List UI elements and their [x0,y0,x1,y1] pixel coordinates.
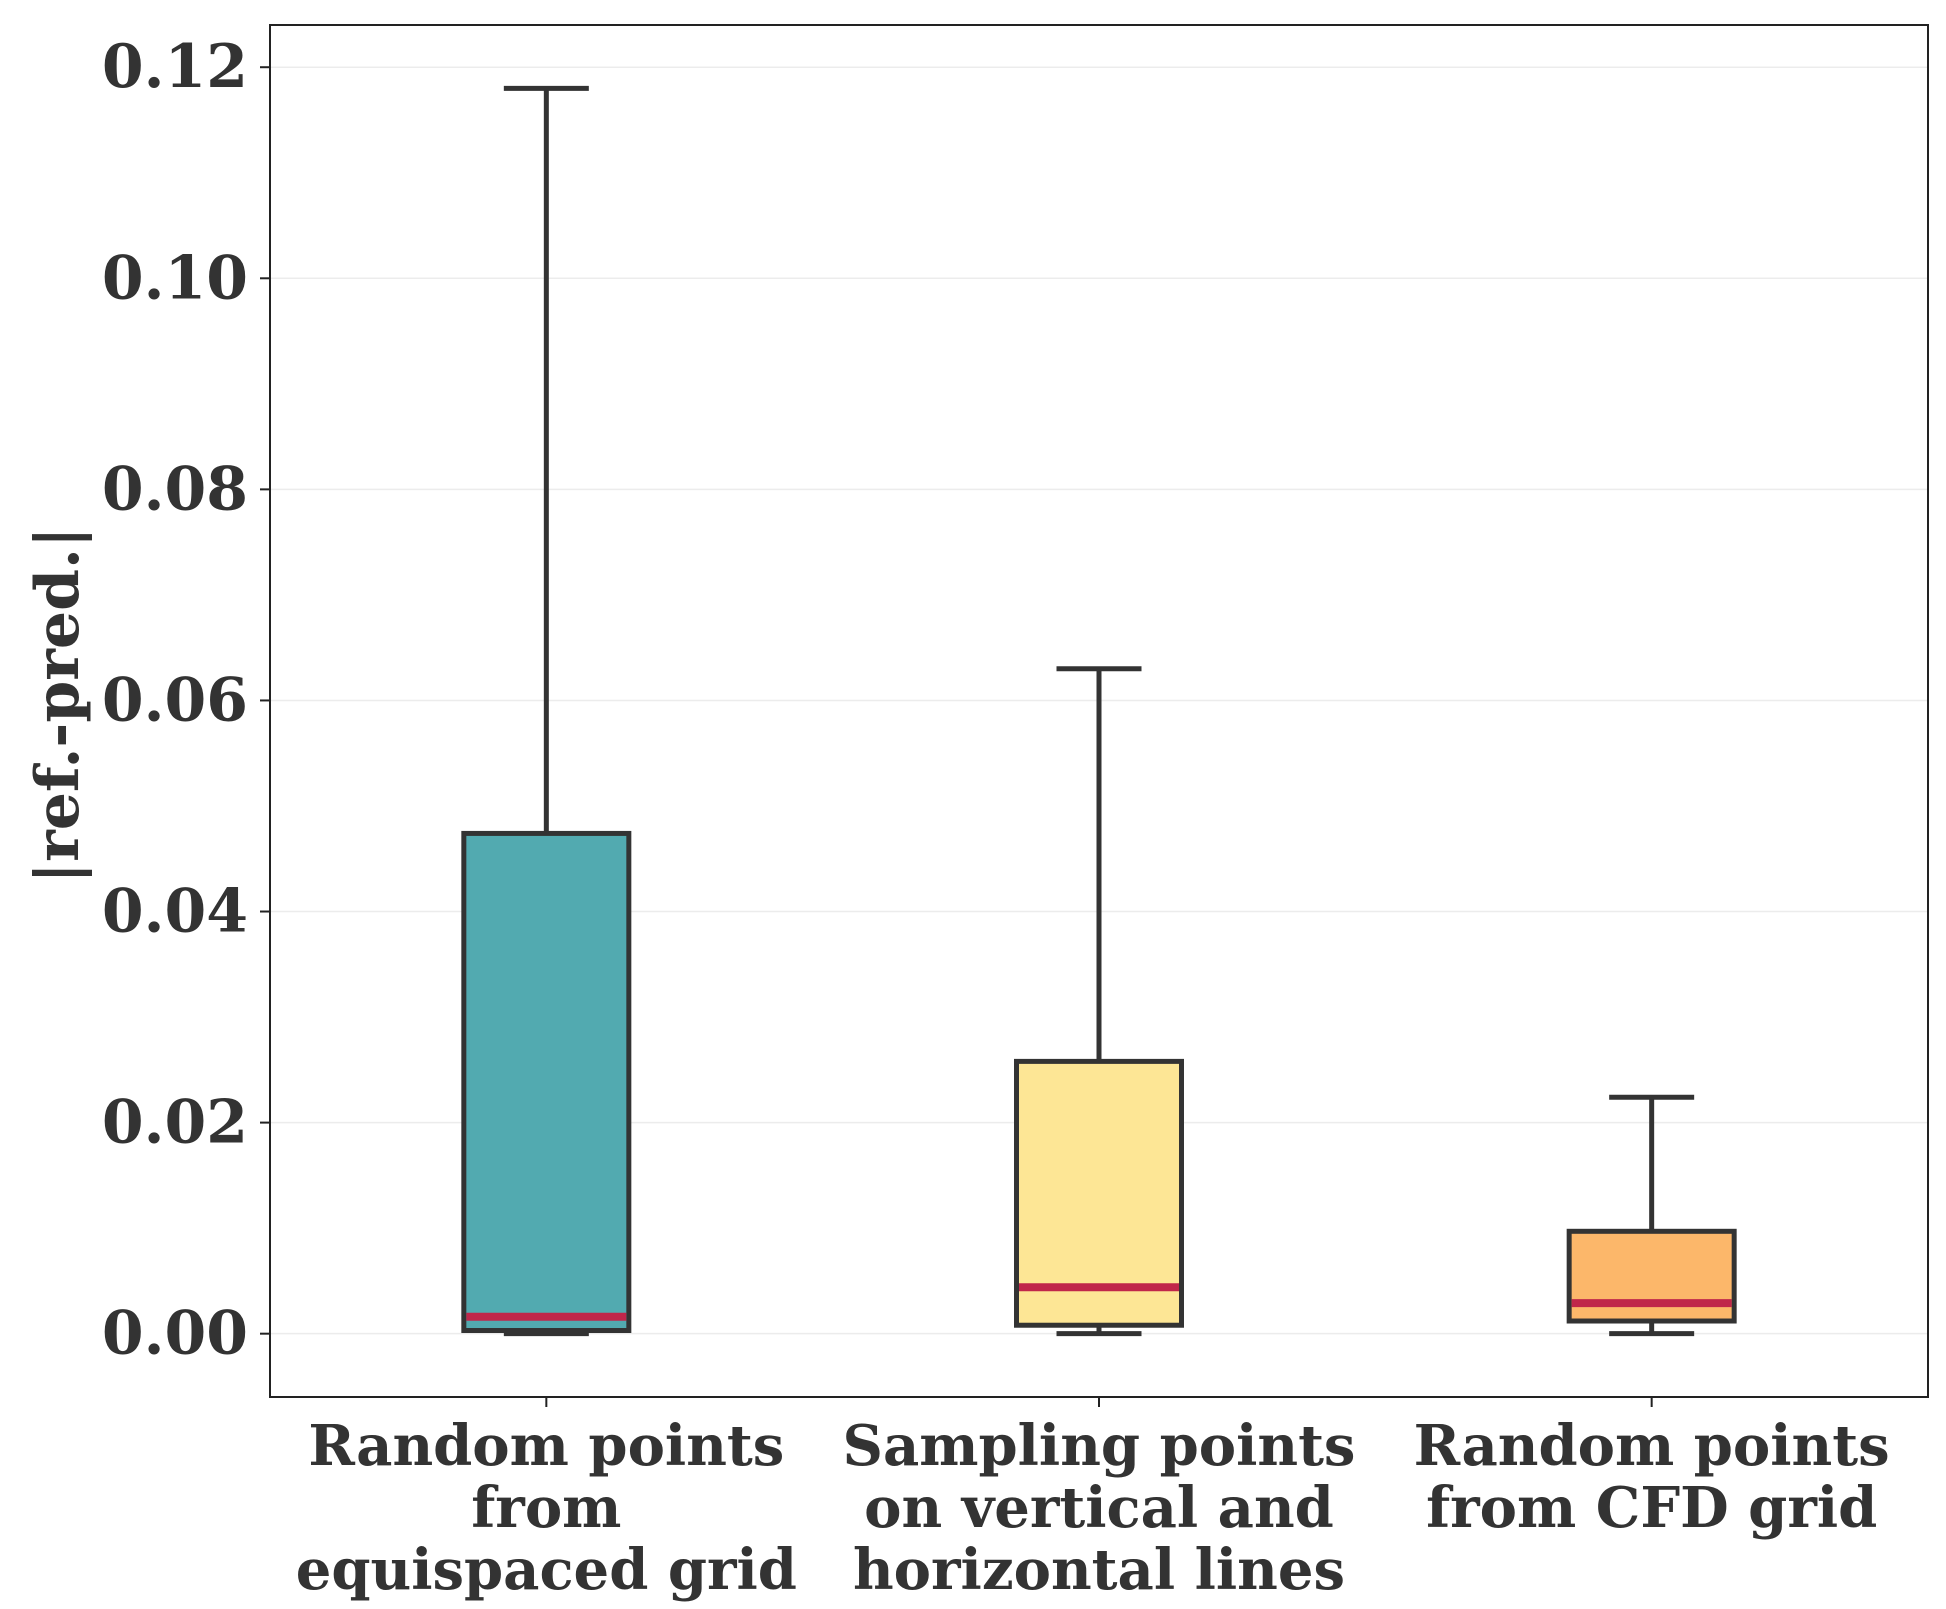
x-category-label: from [471,1475,621,1541]
x-category-label: Random points [308,1413,784,1479]
box-series [461,85,1737,1337]
x-category-label: equispaced grid [296,1537,797,1603]
x-category-label: from CFD grid [1426,1475,1877,1541]
y-tick-label: 0.10 [102,243,248,313]
y-axis-label: |ref.-pred.| [23,526,93,883]
box-iqr [461,830,632,1334]
y-tick-label: 0.08 [102,454,248,524]
x-category-label: horizontal lines [853,1537,1345,1603]
box-group [1566,1094,1737,1337]
box-group [461,85,632,1337]
box-iqr [1014,1058,1184,1328]
x-category-label: on vertical and [864,1475,1334,1541]
y-tick-label: 0.04 [102,877,248,947]
y-axis-ticks: 0.00 0.02 0.04 0.06 0.08 0.10 0.12 [102,32,270,1369]
box-iqr [1566,1228,1737,1324]
box-group [1014,666,1184,1337]
y-tick-label: 0.12 [102,32,248,102]
y-tick-label: 0.02 [102,1088,248,1158]
y-tick-label: 0.06 [102,665,248,735]
y-tick-label: 0.00 [102,1299,248,1369]
x-category-label: Sampling points [843,1413,1356,1479]
x-category-label: Random points [1414,1413,1890,1479]
